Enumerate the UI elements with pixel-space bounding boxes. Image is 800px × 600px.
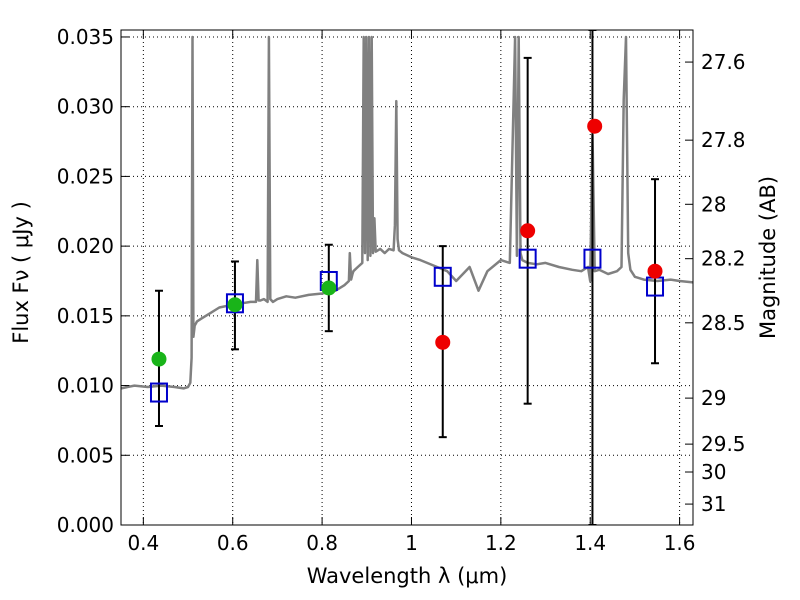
y-tick-label: 0.020 — [57, 234, 114, 258]
right-tick-label: 30 — [701, 460, 726, 484]
x-tick-label: 0.8 — [306, 531, 338, 555]
x-tick-label: 1 — [405, 531, 418, 555]
axis-ticks: 0.4 0.6 0.8 1 1.2 1.4 1.6 0.000 0.005 0.010 0.015 0… — [57, 25, 746, 555]
model-flux-square — [225, 293, 244, 314]
plot-frame — [120, 29, 694, 526]
grid-lines — [121, 30, 693, 526]
y-axis-label: Flux Fν ( μJy ) — [9, 201, 33, 344]
right-tick-label: 29 — [701, 386, 726, 410]
x-tick-label: 1.4 — [574, 531, 606, 555]
data-points — [149, 118, 665, 403]
right-tick-label: 27.8 — [701, 128, 746, 152]
undetected-point — [520, 223, 536, 239]
x-tick-label: 0.4 — [127, 531, 159, 555]
model-flux-square — [149, 382, 168, 403]
x-axis-label: Wavelength λ (μm) — [307, 564, 508, 588]
right-tick-label: 28.5 — [701, 311, 746, 335]
detected-point — [227, 297, 243, 313]
right-tick-label: 29.5 — [701, 432, 746, 456]
y-tick-label: 0.010 — [57, 374, 114, 398]
y-tick-label: 0.035 — [57, 25, 114, 49]
right-tick-label: 28.2 — [701, 247, 746, 271]
undetected-point — [587, 118, 603, 134]
y-tick-label: 0.005 — [57, 443, 114, 467]
model-flux-square — [433, 266, 452, 287]
y-tick-label: 0.015 — [57, 304, 114, 328]
detected-point — [151, 351, 167, 367]
right-tick-label: 27.6 — [701, 50, 746, 74]
undetected-point — [435, 334, 451, 350]
right-axis-label: Magnitude (AB) — [756, 176, 780, 339]
x-tick-label: 1.2 — [485, 531, 517, 555]
right-tick-label: 31 — [701, 492, 726, 516]
right-tick-label: 28 — [701, 192, 726, 216]
x-tick-label: 0.6 — [217, 531, 249, 555]
error-bars — [154, 30, 660, 525]
undetected-point — [647, 263, 663, 279]
detected-point — [321, 280, 337, 296]
template-spectrum — [121, 35, 693, 390]
x-tick-label: 1.6 — [664, 531, 696, 555]
y-tick-label: 0.025 — [57, 164, 114, 188]
y-tick-label: 0.030 — [57, 95, 114, 119]
template-line — [121, 35, 693, 390]
y-tick-label: 0.000 — [57, 513, 114, 537]
model-flux-square — [518, 248, 537, 269]
model-flux-square — [583, 248, 602, 269]
